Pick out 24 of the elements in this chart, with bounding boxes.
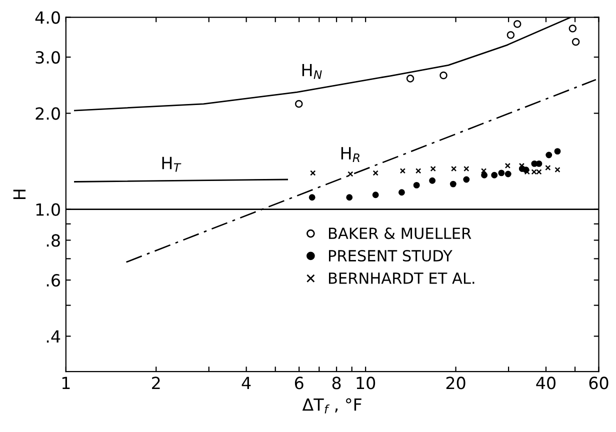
legend-label: BERNHARDT ET AL. xyxy=(328,272,474,284)
legend-label: BAKER & MUELLER xyxy=(328,228,472,240)
y-tick-label: 4.0 xyxy=(35,11,60,24)
y-tick-label: .4 xyxy=(46,330,60,343)
x-tick-label: 10 xyxy=(356,376,376,390)
legend-label: PRESENT STUDY xyxy=(328,250,452,262)
x-axis-title: ΔT$_{f}$ , °F xyxy=(302,398,362,414)
x-tick-label: 60 xyxy=(589,376,608,390)
x-tick-label: 1 xyxy=(62,376,70,390)
series-label: H$_{N}$ xyxy=(302,64,322,79)
series-label: H$_{T}$ xyxy=(162,156,182,172)
y-tick-label: 3.0 xyxy=(36,51,60,64)
x-tick-label: 4 xyxy=(242,376,251,390)
series-label: H$_{R}$ xyxy=(341,147,360,162)
y-tick-label: .6 xyxy=(46,274,60,287)
x-tick-label: 20 xyxy=(446,376,466,390)
x-tick-label: 2 xyxy=(152,376,160,390)
y-tick-label: 2.0 xyxy=(36,107,60,120)
x-tick-label: 8 xyxy=(332,376,341,390)
y-tick-label: .8 xyxy=(46,234,60,247)
x-tick-label: 6 xyxy=(294,376,304,390)
y-tick-label: 1.0 xyxy=(36,203,60,216)
y-axis-title: H xyxy=(13,190,26,200)
x-tick-label: 40 xyxy=(536,376,556,390)
